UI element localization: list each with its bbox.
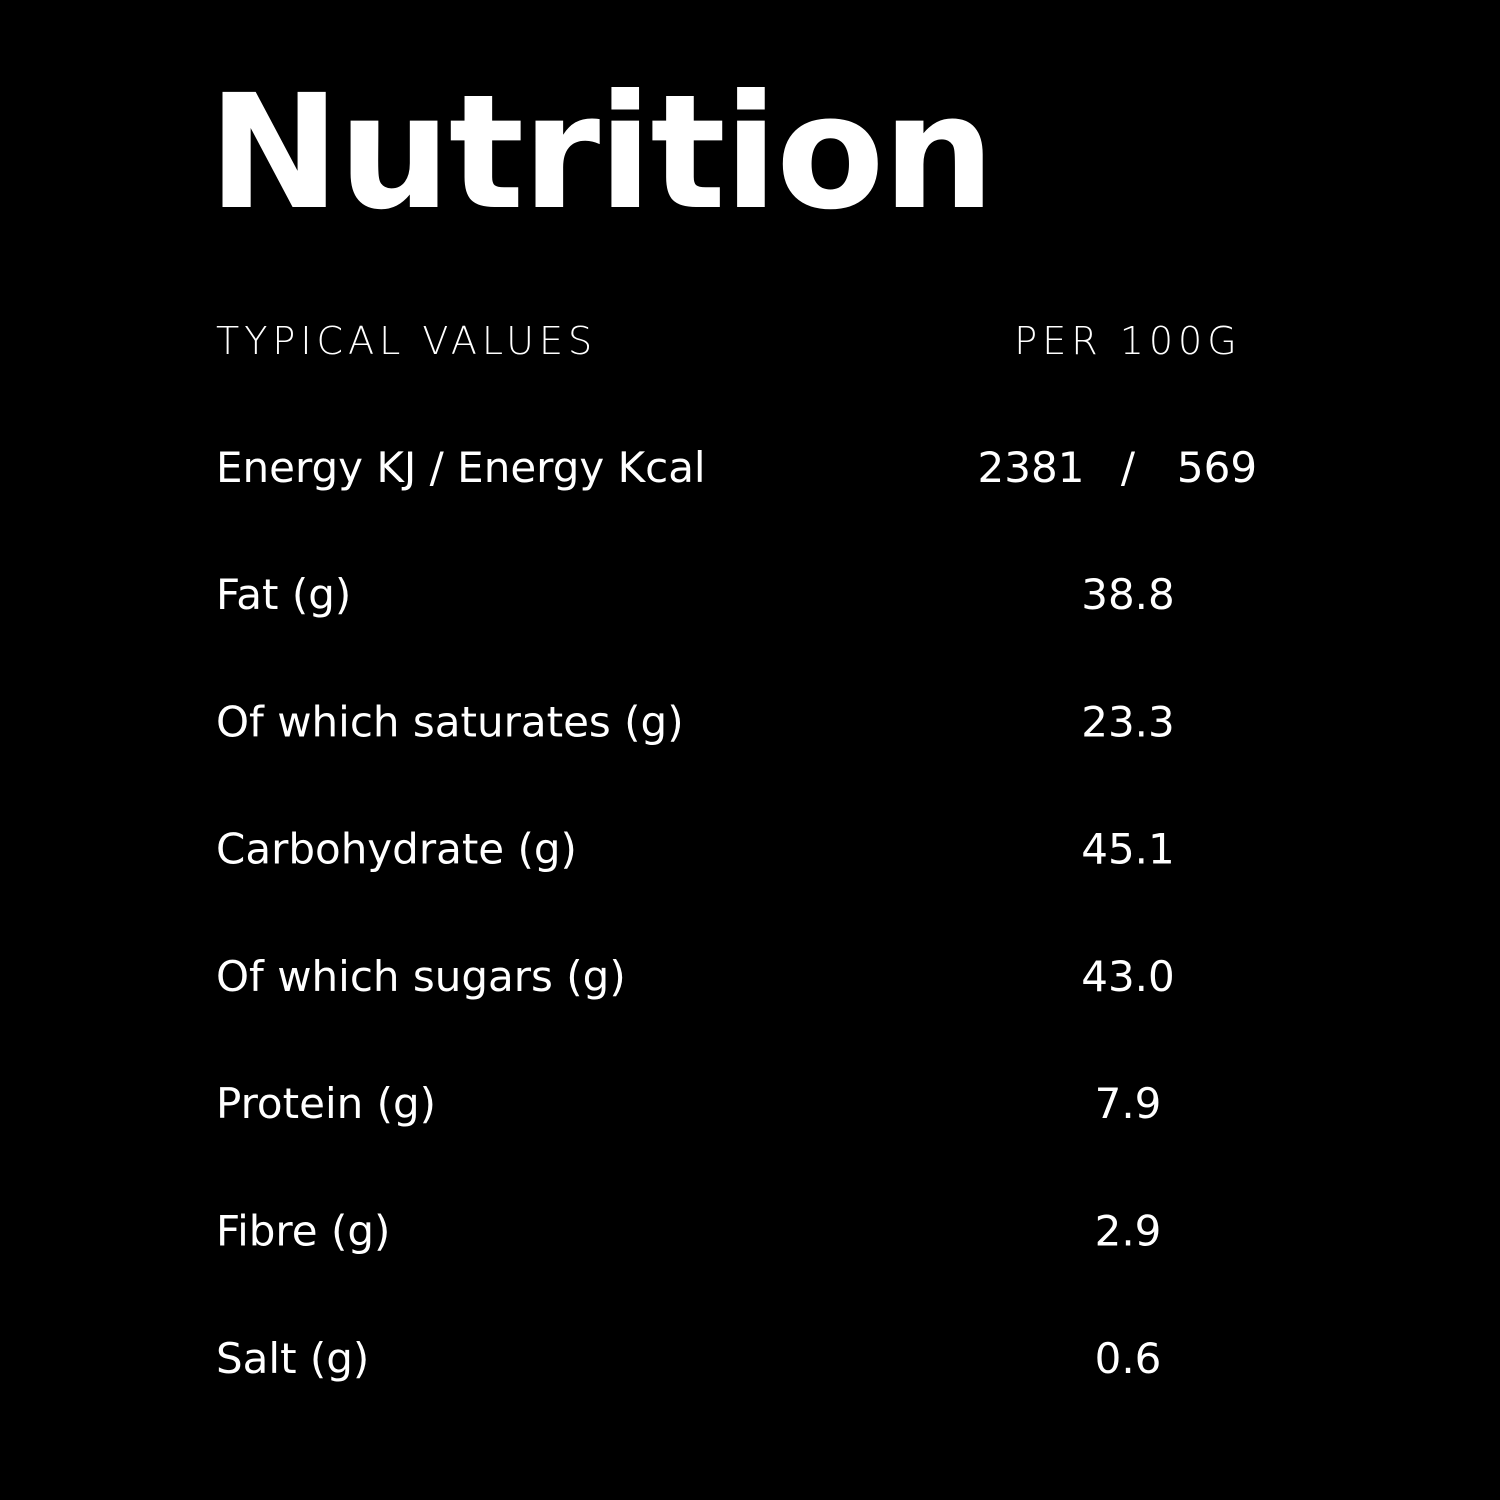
header-label: TYPICAL VALUES (216, 319, 597, 363)
row-label: Fat (g) (216, 570, 351, 619)
row-label: Of which saturates (g) (216, 697, 684, 746)
energy-separator: / (1121, 443, 1136, 492)
row-value: 38.8 (1081, 570, 1175, 619)
energy-kcal: 569 (1177, 443, 1257, 492)
row-value: 2.9 (1095, 1207, 1162, 1256)
rows: Fat (g) 38.8 Of which saturates (g) 23.3 Car… (216, 570, 1175, 1383)
row-label: Energy KJ / Energy Kcal (216, 443, 706, 492)
header-value: PER 100G (1014, 319, 1241, 363)
title: Nutrition (208, 61, 993, 245)
row-value: 45.1 (1081, 825, 1175, 874)
energy-kj: 2381 (978, 443, 1085, 492)
row-label: Carbohydrate (g) (216, 825, 577, 874)
row-value: 7.9 (1095, 1079, 1162, 1128)
row-label: Protein (g) (216, 1079, 436, 1128)
row-label: Fibre (g) (216, 1207, 390, 1256)
row-value: 0.6 (1095, 1334, 1162, 1383)
row-value: 23.3 (1081, 697, 1175, 746)
row-value: 43.0 (1081, 952, 1175, 1001)
row-label: Salt (g) (216, 1334, 369, 1383)
row-label: Of which sugars (g) (216, 952, 626, 1001)
